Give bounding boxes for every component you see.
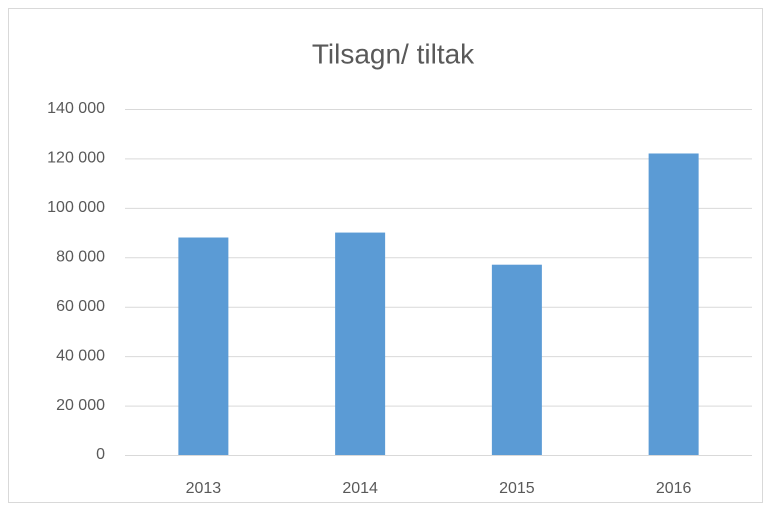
x-tick-label: 2016	[656, 480, 692, 497]
y-tick-label: 0	[96, 446, 105, 463]
bar	[648, 153, 699, 455]
bar	[491, 264, 542, 455]
y-tick-label: 100 000	[47, 199, 105, 216]
y-tick-label: 20 000	[56, 397, 105, 414]
x-tick-label: 2014	[342, 480, 378, 497]
bar	[335, 232, 386, 455]
bar	[178, 237, 229, 455]
chart-border	[8, 8, 763, 503]
y-tick-label: 60 000	[56, 298, 105, 315]
y-tick-label: 120 000	[47, 150, 105, 167]
x-tick-label: 2013	[186, 480, 222, 497]
y-tick-label: 140 000	[47, 100, 105, 117]
y-tick-label: 80 000	[56, 249, 105, 266]
chart-title: Tilsagn/ tiltak	[312, 38, 475, 69]
x-tick-label: 2015	[499, 480, 535, 497]
y-tick-label: 40 000	[56, 347, 105, 364]
